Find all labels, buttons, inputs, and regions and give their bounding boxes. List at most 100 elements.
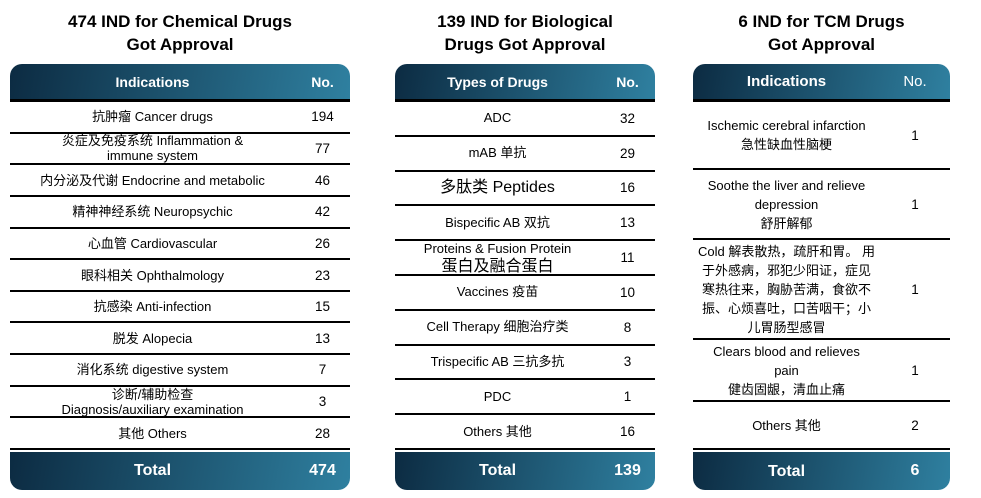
biological-drugs-table-panel: 139 IND for Biological Drugs Got Approva…: [395, 8, 655, 490]
row-label: ADC: [483, 110, 512, 126]
total-value: 474: [309, 462, 336, 479]
row-label: Cold 解表散热，疏肝和胃。 用于外感病，邪犯少阳证，症见寒热往来，胸胁苦满，…: [698, 243, 875, 335]
row-value: 1: [911, 362, 919, 378]
table-header: Indications No.: [10, 64, 350, 102]
row-value: 8: [623, 319, 632, 335]
row-label: 炎症及免疫系统 Inflammation & immune system: [61, 133, 244, 164]
row-label: Cell Therapy 细胞治疗类: [426, 319, 569, 335]
row-label: PDC: [483, 388, 512, 404]
table-row: Trispecific AB 三抗多抗 3: [395, 346, 655, 381]
row-label: 其他 Others: [118, 425, 187, 441]
row-label: Trispecific AB 三抗多抗: [430, 353, 565, 369]
panel-title: 139 IND for Biological Drugs Got Approva…: [437, 12, 613, 54]
table-body: ADC 32 mAB 单抗 29 多肽类 Peptides 16 Bispeci…: [395, 102, 655, 450]
row-value: 15: [314, 299, 331, 315]
row-label: 脱发 Alopecia: [112, 330, 193, 346]
header-no-label: No.: [616, 73, 639, 90]
row-label: Clears blood and relieves pain 健齿固龈，清血止痛: [713, 343, 860, 397]
table-row: Others 其他 16: [395, 415, 655, 450]
total-value: 139: [614, 462, 641, 479]
table-row: 诊断/辅助检查 Diagnosis/auxiliary examination …: [10, 387, 350, 419]
row-label: Ischemic cerebral infarction 急性缺血性脑梗: [707, 118, 866, 152]
table-row: 消化系统 digestive system 7: [10, 355, 350, 387]
header-no-label: No.: [903, 73, 927, 90]
total-label: Total: [133, 462, 172, 479]
table-row: Soothe the liver and relieve depression …: [693, 170, 950, 240]
row-label: 消化系统 digestive system: [76, 362, 229, 378]
table-row: Proteins & Fusion Protein 蛋白及融合蛋白 11: [395, 241, 655, 276]
row-value: 1: [911, 196, 919, 212]
row-value: 1: [911, 127, 919, 143]
table-row: 炎症及免疫系统 Inflammation & immune system 77: [10, 133, 350, 166]
table-row: Bispecific AB 双抗 13: [395, 206, 655, 242]
row-value: 28: [314, 425, 331, 441]
table-row: Others 其他 2: [693, 402, 950, 450]
row-label: Others 其他: [463, 423, 532, 439]
row-label: 抗肿瘤 Cancer drugs: [92, 109, 213, 125]
table-row: Vaccines 疫苗 10: [395, 276, 655, 311]
table-row: 多肽类 Peptides 16: [395, 172, 655, 207]
table-header: Indications No.: [693, 64, 950, 102]
table-row: 内分泌及代谢 Endocrine and metabolic 46: [10, 165, 350, 197]
row-value: 3: [318, 394, 327, 410]
row-label: Soothe the liver and relieve depression …: [707, 177, 866, 231]
table-row: Cell Therapy 细胞治疗类 8: [395, 311, 655, 346]
chemical-drugs-table-panel: 474 IND for Chemical Drugs Got Approval …: [10, 8, 350, 490]
table-row: Clears blood and relieves pain 健齿固龈，清血止痛…: [693, 340, 950, 402]
row-value: 77: [314, 140, 331, 156]
row-value: 11: [620, 250, 635, 266]
row-label: Proteins & Fusion Protein 蛋白及融合蛋白: [423, 240, 572, 275]
tcm-drugs-table-panel: 6 IND for TCM Drugs Got Approval Indicat…: [693, 8, 950, 490]
table-row: ADC 32: [395, 102, 655, 137]
header-no-label: No.: [311, 73, 334, 90]
table-row: 抗感染 Anti-infection 15: [10, 292, 350, 324]
total-row: Total 139: [395, 452, 655, 490]
row-label: Vaccines 疫苗: [456, 284, 539, 300]
row-value: 2: [911, 417, 919, 433]
row-value: 23: [314, 267, 331, 283]
row-label: 眼科相关 Ophthalmology: [80, 267, 225, 283]
row-value: 29: [619, 145, 636, 161]
table-row: 其他 Others 28: [10, 418, 350, 451]
row-value: 194: [311, 109, 334, 125]
table-row: Cold 解表散热，疏肝和胃。 用于外感病，邪犯少阳证，症见寒热往来，胸胁苦满，…: [693, 240, 950, 340]
header-types-label: Types of Drugs: [447, 73, 548, 90]
row-value: 3: [623, 354, 632, 370]
total-value: 6: [910, 462, 920, 479]
row-label: mAB 单抗: [468, 145, 527, 161]
panel-title: 474 IND for Chemical Drugs Got Approval: [68, 12, 292, 54]
row-label: Others 其他: [752, 417, 821, 433]
row-value: 1: [623, 389, 632, 405]
row-label: 多肽类 Peptides: [440, 178, 555, 196]
table-row: mAB 单抗 29: [395, 137, 655, 172]
total-row: Total 474: [10, 452, 350, 490]
row-label: 精神神经系统 Neuropsychic: [72, 204, 233, 220]
row-label: Bispecific AB 双抗: [445, 214, 550, 230]
total-label: Total: [767, 462, 806, 480]
panel-title: 6 IND for TCM Drugs Got Approval: [738, 12, 905, 54]
table-row: 眼科相关 Ophthalmology 23: [10, 260, 350, 292]
table-header: Types of Drugs No.: [395, 64, 655, 102]
row-value: 46: [314, 172, 331, 188]
row-value: 16: [619, 180, 636, 196]
row-value: 13: [619, 215, 636, 231]
row-value: 16: [619, 424, 636, 440]
table-row: Ischemic cerebral infarction 急性缺血性脑梗 1: [693, 102, 950, 170]
row-value: 32: [619, 110, 636, 126]
table-row: 精神神经系统 Neuropsychic 42: [10, 197, 350, 229]
table-row: PDC 1: [395, 380, 655, 416]
row-label: 抗感染 Anti-infection: [93, 299, 212, 315]
table-row: 心血管 Cardiovascular 26: [10, 229, 350, 261]
header-indications-label: Indications: [746, 73, 827, 90]
table-row: 脱发 Alopecia 13: [10, 323, 350, 356]
row-value: 26: [314, 235, 331, 251]
row-label: 诊断/辅助检查 Diagnosis/auxiliary examination: [61, 386, 244, 417]
row-value: 10: [619, 284, 636, 300]
total-row: Total 6: [693, 452, 950, 490]
total-label: Total: [478, 462, 517, 479]
row-label: 心血管 Cardiovascular: [87, 235, 218, 251]
row-value: 7: [318, 362, 327, 378]
row-value: 13: [314, 330, 331, 346]
table-body: 抗肿瘤 Cancer drugs 194 炎症及免疫系统 Inflammatio…: [10, 102, 350, 451]
